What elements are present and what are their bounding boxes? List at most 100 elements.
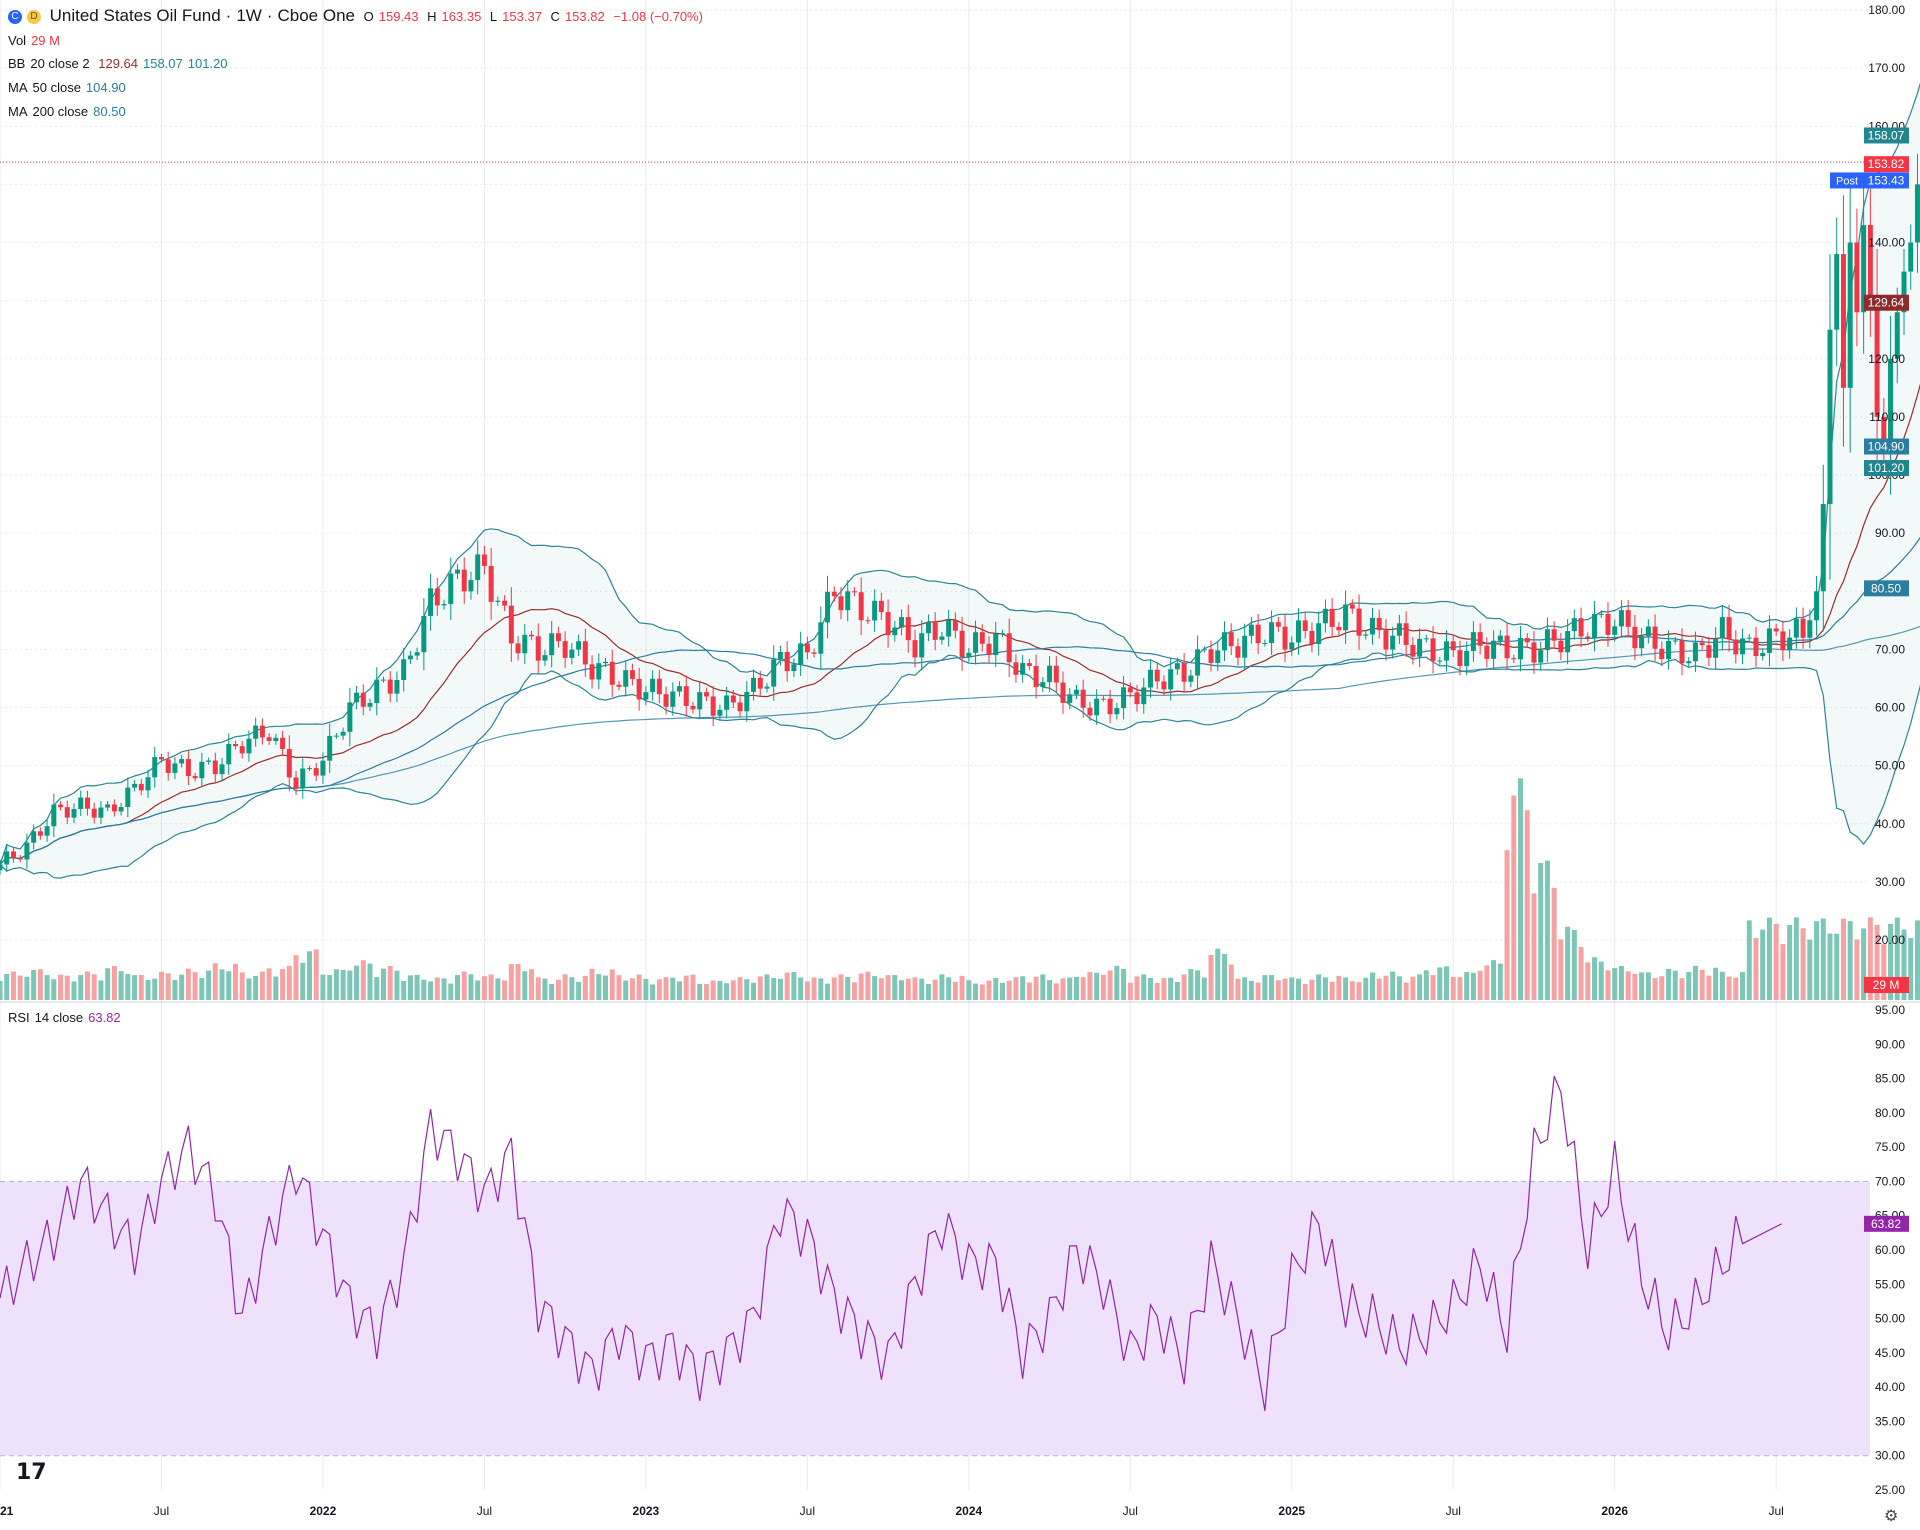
price-label-badge: 129.64	[1868, 296, 1905, 310]
volume-bar	[1565, 926, 1571, 1000]
candle-body	[973, 632, 979, 653]
candle-body	[1309, 630, 1315, 644]
volume-bar	[1437, 967, 1443, 1000]
volume-bar	[1174, 982, 1180, 1000]
ma200-legend[interactable]: MA 200 close 80.50	[8, 104, 131, 120]
volume-bar	[966, 980, 972, 1000]
volume-bar	[542, 978, 548, 1000]
volume-bar	[71, 981, 77, 1000]
volume-bar	[468, 974, 474, 1000]
volume-bar	[158, 971, 164, 1000]
volume-bar	[1470, 972, 1476, 1000]
volume-bar	[1295, 978, 1301, 1000]
bb-legend[interactable]: BB 20 close 2 129.64 158.07 101.20	[8, 56, 233, 72]
volume-bar	[623, 980, 629, 1000]
volume-bar	[1827, 933, 1833, 1000]
volume-bar	[1618, 966, 1624, 1000]
rsi-legend[interactable]: RSI 14 close 63.82	[8, 1010, 126, 1026]
volume-bar	[683, 975, 689, 1000]
volume-bar	[1450, 977, 1456, 1000]
candle-body	[724, 695, 730, 710]
candle-body	[71, 809, 77, 818]
volume-bar	[1255, 982, 1261, 1000]
candle-body	[1295, 620, 1301, 643]
volume-bar	[1080, 977, 1086, 1000]
volume-bar	[125, 974, 131, 1000]
gear-icon[interactable]: ⚙	[1884, 1508, 1899, 1525]
price-tick-label: 170.00	[1868, 61, 1905, 75]
candle-body	[1100, 698, 1106, 700]
volume-bar	[394, 970, 400, 1000]
volume-bar	[360, 960, 366, 1000]
volume-bar	[273, 976, 279, 1000]
candle-body	[1659, 648, 1665, 660]
tradingview-logo[interactable]: 17	[16, 1460, 47, 1485]
volume-bar	[347, 970, 353, 1000]
candle-body	[31, 831, 37, 843]
candle-body	[232, 743, 238, 747]
volume-bar	[730, 980, 736, 1000]
volume-bar	[858, 973, 864, 1000]
volume-bar	[414, 974, 420, 1000]
candle-body	[751, 677, 757, 692]
candle-body	[1834, 254, 1840, 330]
volume-bar	[899, 980, 905, 1000]
volume-bar	[266, 968, 272, 1000]
open-value: 159.43	[378, 9, 419, 24]
rsi-line	[0, 1075, 1782, 1411]
volume-bar	[1376, 978, 1382, 1000]
candle-body	[946, 619, 952, 637]
candle-body	[1356, 608, 1362, 636]
candle-body	[179, 759, 185, 764]
candle-body	[1531, 642, 1537, 663]
candle-body	[603, 661, 609, 664]
candle-body	[1262, 643, 1268, 645]
candle-body	[44, 826, 50, 836]
volume-bar	[818, 978, 824, 1000]
candle-body	[158, 757, 164, 760]
candle-body	[1733, 639, 1739, 655]
vol-legend[interactable]: Vol 29 M	[8, 33, 65, 49]
volume-bar	[811, 977, 817, 1000]
candle-body	[1269, 622, 1275, 644]
price-tick-label: 90.00	[1875, 526, 1905, 540]
volume-bar	[1558, 939, 1564, 1000]
volume-bar	[1807, 939, 1813, 1000]
volume-bar	[1874, 924, 1880, 1000]
time-tick-label: 2022	[310, 1504, 337, 1518]
ma50-legend[interactable]: MA 50 close 104.90	[8, 80, 131, 96]
candle-body	[185, 759, 191, 777]
rsi-tick-label: 80.00	[1875, 1106, 1905, 1120]
candle-body	[1874, 300, 1880, 417]
volume-bar	[58, 974, 64, 1000]
volume-bar	[1477, 970, 1483, 1000]
time-tick-label: Jul	[477, 1504, 492, 1518]
volume-bar	[1316, 974, 1322, 1000]
volume-bar	[912, 977, 918, 1000]
volume-bar	[1013, 977, 1019, 1000]
price-tick-label: 70.00	[1875, 642, 1905, 656]
candle-body	[555, 633, 561, 642]
candle-body	[1625, 610, 1631, 627]
volume-bar	[636, 974, 642, 1000]
volume-bar	[569, 977, 575, 1000]
candle-body	[1403, 623, 1409, 645]
volume-bar	[670, 977, 676, 1000]
candle-body	[24, 842, 30, 860]
candle-body	[327, 735, 333, 761]
candle-body	[17, 857, 23, 860]
candle-body	[1047, 665, 1053, 683]
volume-bar	[340, 969, 346, 1000]
volume-bar	[1100, 974, 1106, 1000]
volume-bar	[179, 974, 185, 1000]
candle-body	[58, 804, 64, 808]
symbol-exchange: Cboe One	[277, 6, 356, 25]
candle-body	[1141, 687, 1147, 705]
candle-body	[367, 703, 373, 707]
candle-body	[1087, 707, 1093, 716]
candle-body	[979, 632, 985, 644]
volume-bar	[751, 982, 757, 1000]
candle-body	[1154, 669, 1160, 682]
